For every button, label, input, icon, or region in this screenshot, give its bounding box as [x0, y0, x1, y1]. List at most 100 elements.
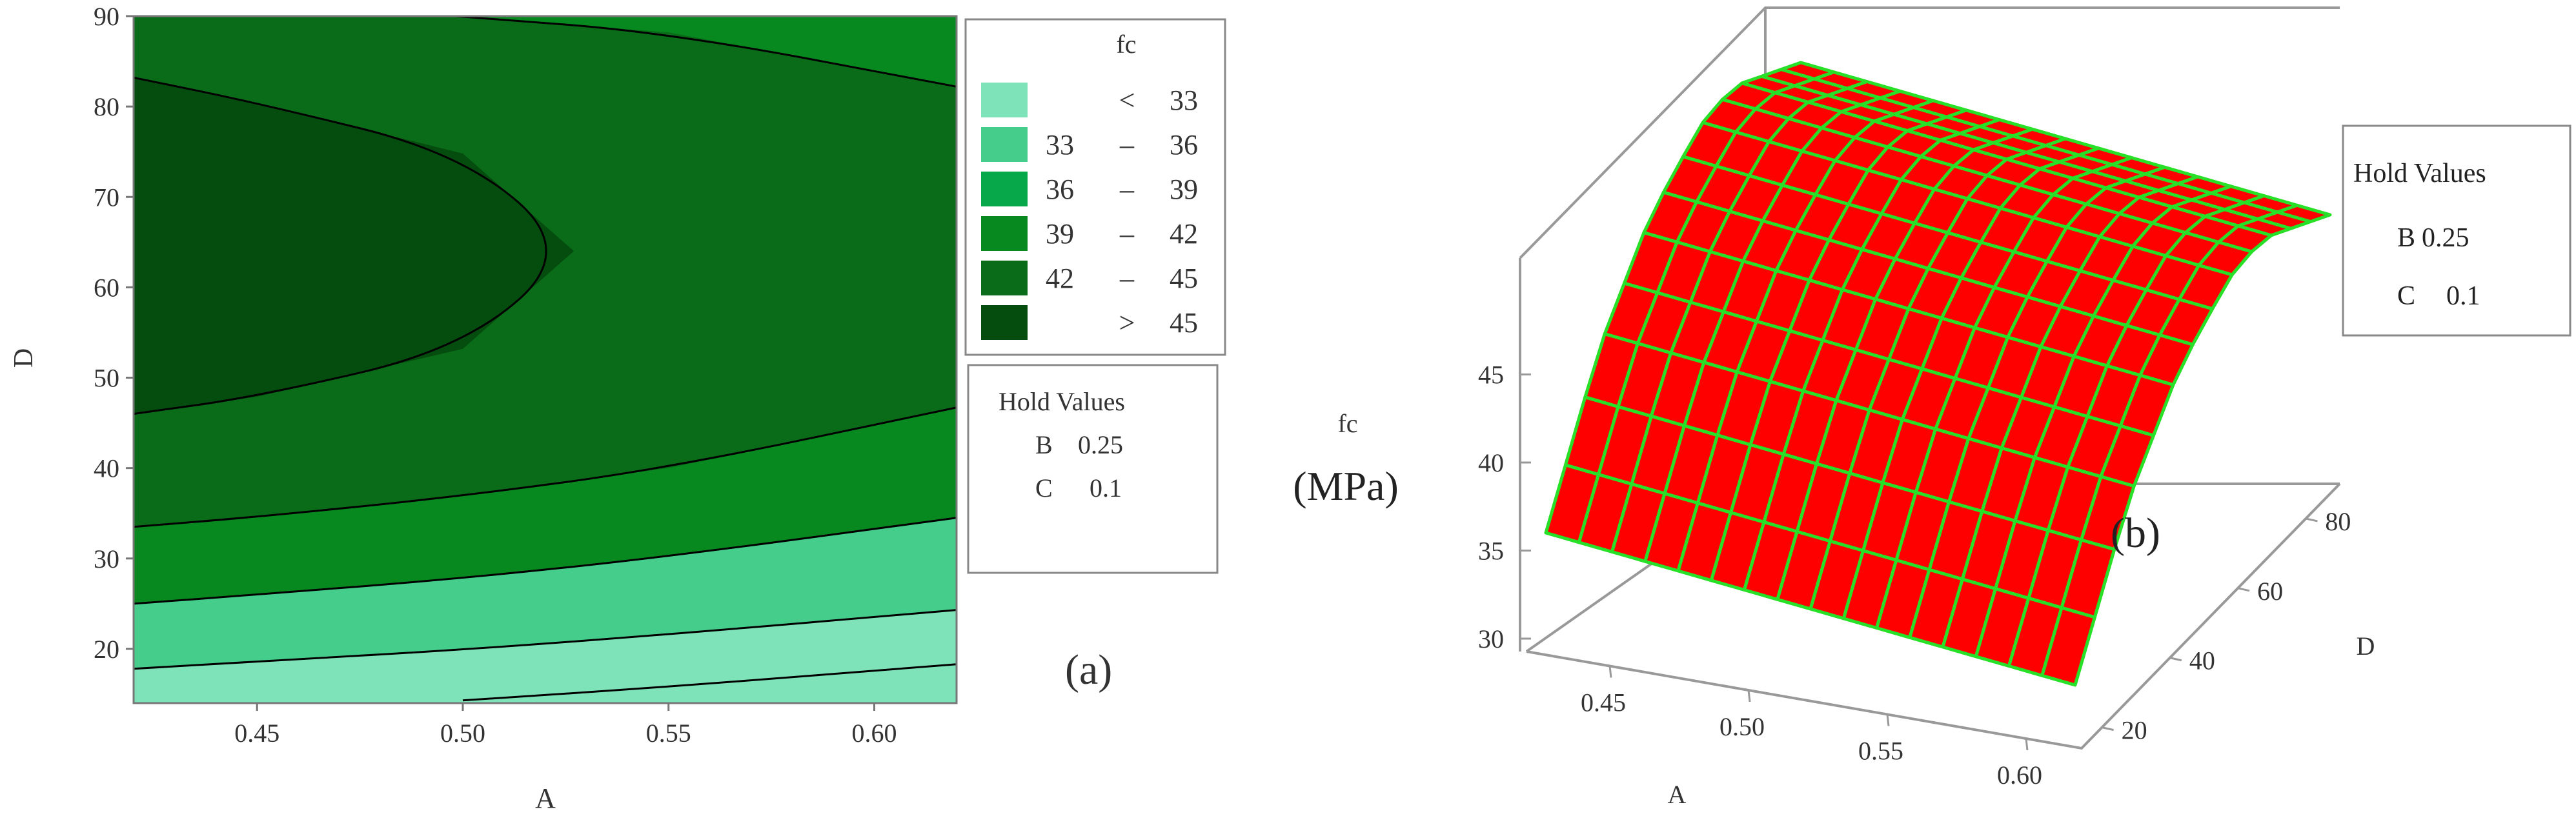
x-tick-label: 0.45	[1581, 688, 1626, 717]
hold-value-name-c: C	[2397, 281, 2415, 311]
contour-line-42	[454, 15, 957, 88]
legend-op: –	[1119, 174, 1135, 205]
y-axis-label: D	[9, 348, 39, 368]
hold-value-c: 0.1	[2446, 281, 2480, 311]
x-axis-label: A	[535, 782, 556, 814]
x-tick	[1886, 714, 1890, 726]
contour-line-33	[462, 663, 957, 702]
response-surface	[1544, 61, 2332, 687]
legend-op: <	[1119, 85, 1135, 116]
legend-hi: 36	[1170, 129, 1198, 161]
legend-swatch	[981, 216, 1028, 251]
hold-values-box-b: Hold Values B 0.25 C 0.1	[2342, 124, 2571, 337]
x-tick-label: 0.60	[1997, 761, 2042, 790]
x-tick-label: 0.55	[1858, 737, 1903, 766]
legend-lo: 39	[1046, 218, 1074, 250]
x-axis-label: A	[1668, 780, 1687, 809]
z-tick-label: 30	[1478, 624, 1504, 653]
z-axis-unit: (MPa)	[1293, 463, 1399, 509]
contour-regions	[134, 16, 957, 703]
x-tick-label: 0.55	[646, 719, 691, 748]
legend-title: fc	[1116, 30, 1136, 59]
legend-hi: 33	[1170, 85, 1198, 116]
y-tick-label: 60	[2257, 577, 2283, 606]
y-axis-ticks: 20 30 40 50 60 70 80 90	[94, 2, 134, 664]
y-tick-label: 30	[94, 544, 119, 573]
hold-value-name-c: C	[1035, 473, 1053, 503]
y-tick-label: 60	[94, 273, 119, 302]
legend-swatch	[981, 305, 1028, 340]
panel-label-a: (a)	[1065, 646, 1112, 693]
hold-value-b: 0.25	[1078, 430, 1123, 459]
legend-entry: 42 – 45	[981, 261, 1198, 295]
z-tick-label: 45	[1478, 361, 1504, 390]
x-tick-label: 0.50	[440, 719, 485, 748]
y-tick	[2169, 657, 2182, 662]
legend-swatch	[981, 127, 1028, 162]
legend-lo: 42	[1046, 263, 1074, 294]
hold-value-b: 0.25	[2422, 223, 2470, 253]
y-tick-label: 20	[2122, 716, 2147, 745]
legend-lo: 33	[1046, 129, 1074, 161]
x-tick	[1747, 690, 1751, 702]
contour-line-39	[133, 517, 957, 605]
y-tick-label: 50	[94, 364, 119, 393]
z-axis-label: fc	[1337, 409, 1357, 438]
hold-values-title: Hold Values	[2353, 159, 2486, 188]
legend-op: –	[1119, 129, 1135, 161]
x-axis-ticks: 0.45 0.50 0.55 0.60	[1581, 666, 2042, 790]
hold-values-box-a: Hold Values B 0.25 C 0.1	[967, 364, 1219, 574]
legend-hi: 39	[1170, 174, 1198, 205]
region-39-42-top	[134, 16, 957, 87]
y-tick-label: 40	[94, 454, 119, 483]
legend-swatch	[981, 172, 1028, 206]
x-axis-ticks: 0.45 0.50 0.55 0.60	[234, 703, 897, 748]
legend-swatch	[981, 83, 1028, 117]
z-axis-ticks: 30 35 40 45	[1478, 361, 1531, 653]
legend-hi: 45	[1170, 263, 1198, 294]
legend-hi: 42	[1170, 218, 1198, 250]
legend-op: >	[1119, 307, 1135, 339]
z-tick-label: 35	[1478, 537, 1504, 566]
legend-op: –	[1119, 218, 1135, 250]
legend-entry: <33	[981, 83, 1198, 117]
x-tick-label: 0.45	[234, 719, 279, 748]
hold-values-title: Hold Values	[999, 387, 1125, 416]
x-tick	[2025, 738, 2029, 751]
hold-value-name-b: B	[1035, 430, 1053, 459]
legend-lo: 36	[1046, 174, 1074, 205]
legend-op: –	[1119, 263, 1135, 294]
y-tick-label: 90	[94, 2, 119, 31]
y-tick-label: 70	[94, 183, 119, 212]
legend-swatch	[981, 261, 1028, 295]
x-tick-label: 0.50	[1719, 712, 1765, 741]
region-39-42-lower	[134, 407, 957, 604]
legend-hi: 45	[1170, 307, 1198, 339]
y-axis-ticks: 20 40 60 80	[2102, 507, 2351, 745]
surface-cell	[2040, 606, 2096, 687]
y-tick	[2237, 587, 2250, 592]
y-tick-label: 80	[2325, 507, 2351, 536]
legend-entry: >45	[981, 305, 1198, 340]
x-tick-label: 0.60	[852, 719, 897, 748]
panel-label-b: (b)	[2111, 510, 2160, 557]
surface-plot-b: 30 35 40 45 0.45 0.50 0.55 0.60 20 40 60 80 fc (M…	[1293, 6, 2571, 809]
hold-value-c: 0.1	[1090, 473, 1122, 503]
y-axis-label: D	[2357, 632, 2375, 661]
legend-entry: 33 – 36	[981, 127, 1198, 162]
y-tick-label: 20	[94, 635, 119, 664]
y-tick	[2102, 726, 2114, 731]
contour-line-42	[133, 406, 957, 528]
contour-line-45	[133, 76, 547, 415]
contour-line-36	[133, 609, 957, 670]
y-tick	[2306, 517, 2318, 522]
legend-entry: 39 – 42	[981, 216, 1198, 251]
contour-plot-a: 20 30 40 50 60 70 80 90 0.45 0.50 0.55 0.60 D A fc…	[9, 2, 1226, 814]
y-tick-label: 80	[94, 92, 119, 121]
region-gt-45	[134, 77, 574, 414]
legend-entry: 36 – 39	[981, 172, 1198, 206]
y-tick-label: 40	[2189, 646, 2215, 675]
hold-value-name-b: B	[2397, 223, 2415, 253]
